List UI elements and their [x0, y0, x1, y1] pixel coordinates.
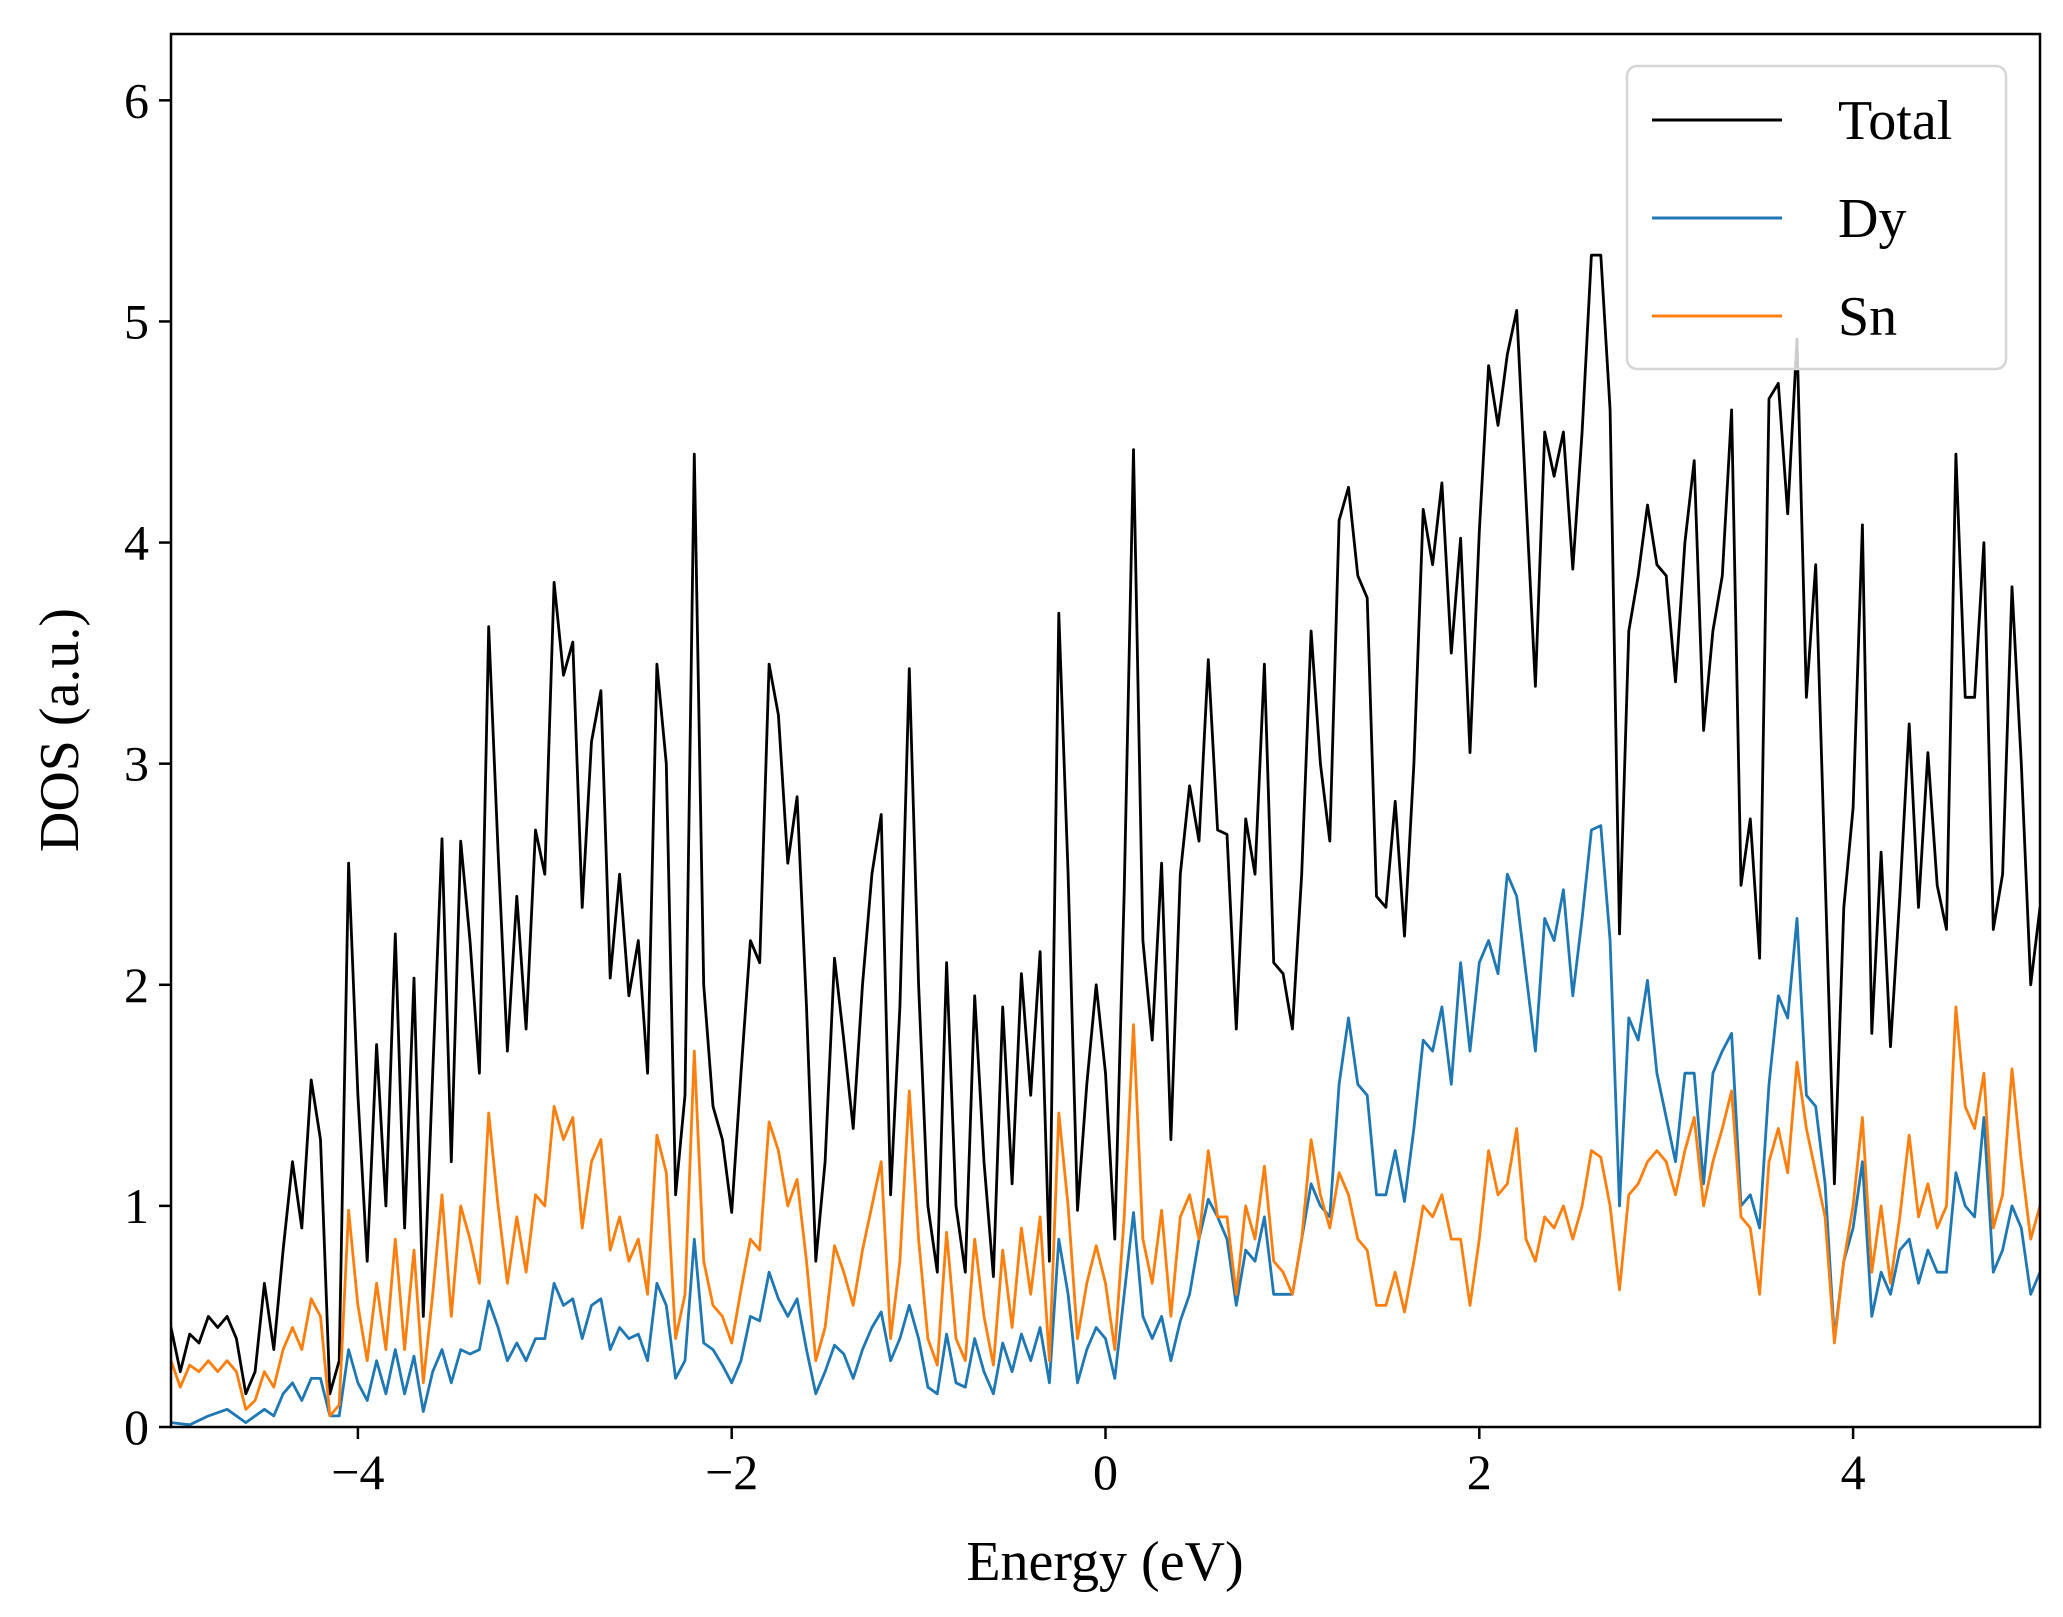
x-tick-label: 0 [1093, 1444, 1118, 1500]
series-line-dy [171, 824, 2040, 1427]
y-tick-label: 4 [124, 515, 149, 571]
x-axis-label: Energy (eV) [966, 1531, 1243, 1593]
x-tick-label: −2 [705, 1444, 758, 1500]
y-tick-label: 2 [124, 957, 149, 1013]
y-tick-label: 5 [124, 293, 149, 349]
y-axis-ticks: 0 1 2 3 4 5 6 [124, 72, 171, 1455]
series-line-total [171, 253, 2040, 1396]
legend-box [1625, 64, 2008, 371]
x-tick-label: −4 [331, 1444, 384, 1500]
legend-label-sn: Sn [1838, 286, 1897, 348]
series-layer [171, 253, 2040, 1427]
legend-label-total: Total [1838, 90, 1952, 152]
x-axis-ticks: −4 −2 0 2 4 [331, 1427, 1866, 1500]
x-tick-label: 4 [1841, 1444, 1866, 1500]
series-line-sn [171, 1005, 2040, 1418]
legend: Total Dy Sn [1625, 64, 2008, 371]
x-tick-label: 2 [1467, 1444, 1492, 1500]
y-tick-label: 1 [124, 1178, 149, 1234]
legend-label-dy: Dy [1838, 188, 1906, 250]
y-axis-label: DOS (a.u.) [29, 608, 91, 852]
y-tick-label: 0 [124, 1399, 149, 1455]
y-tick-label: 6 [124, 72, 149, 128]
y-tick-label: 3 [124, 736, 149, 792]
